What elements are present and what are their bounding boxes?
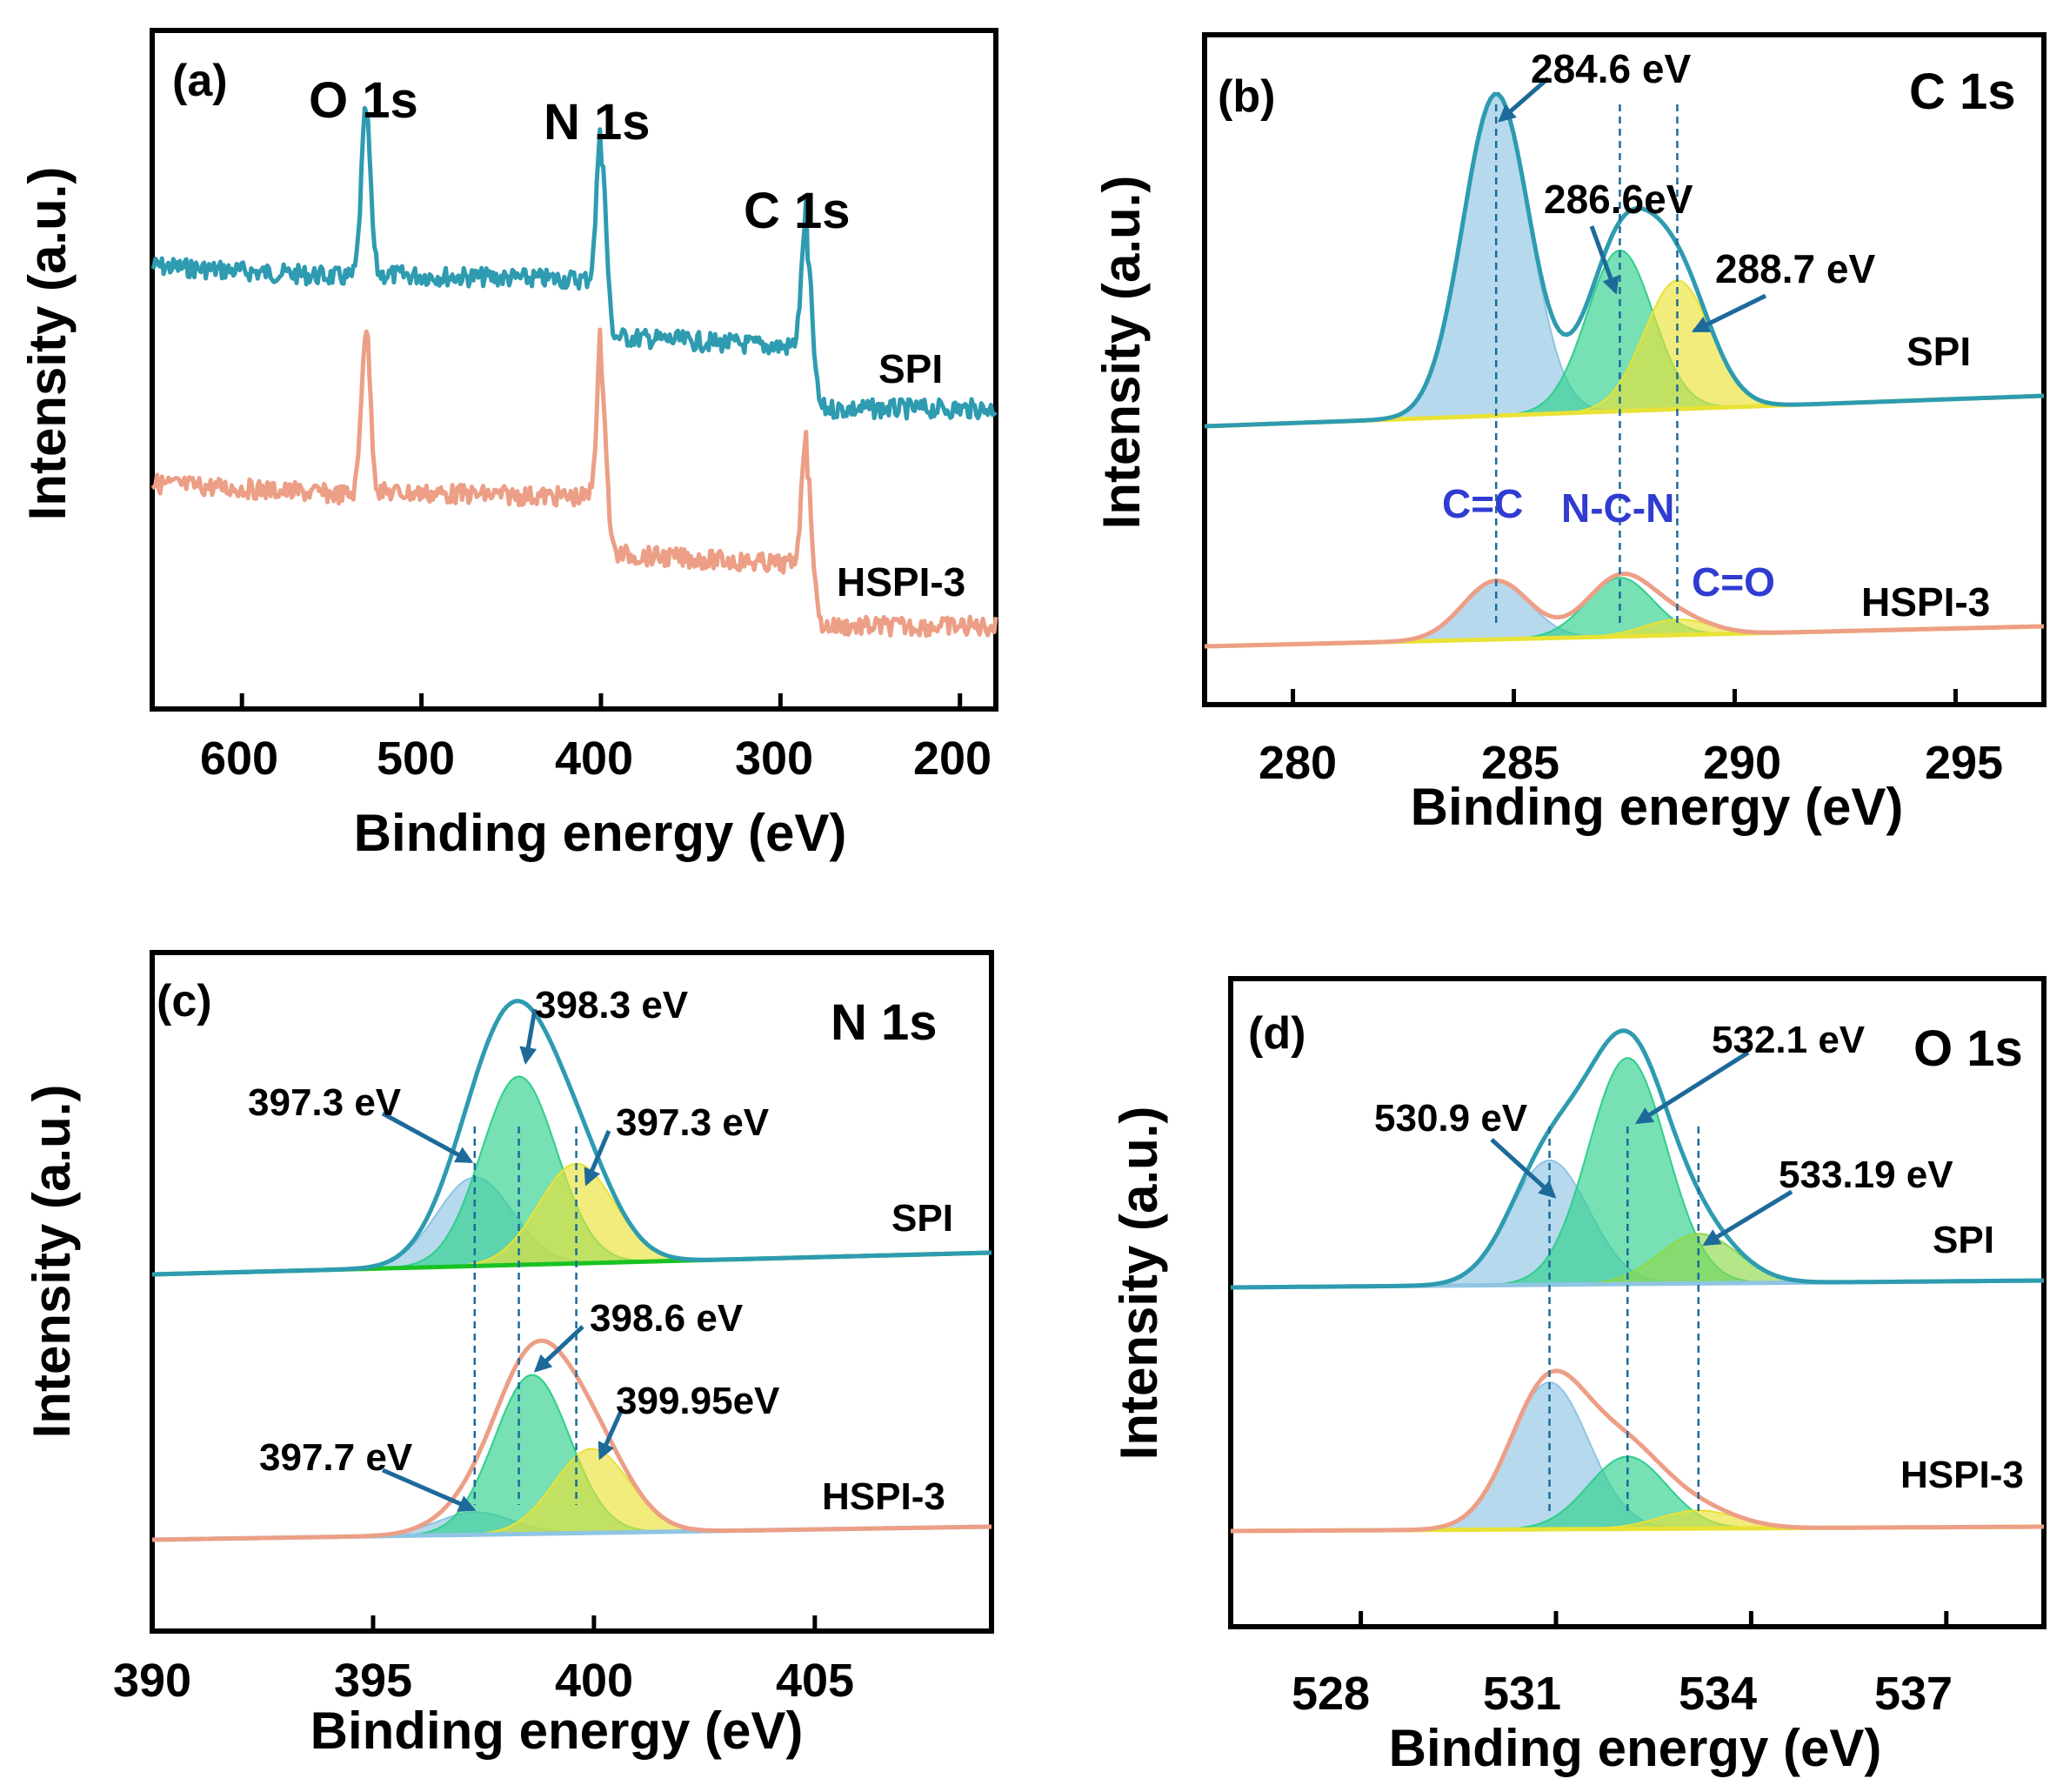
panel-b-xticks: 280 285 290 295 [1259,737,2003,789]
panel-d-legend-spi: SPI [1933,1219,1994,1261]
panel-a-xtick: 300 [735,732,813,785]
panel-c-marks [150,999,992,1631]
panel-d-xtick: 537 [1874,1668,1953,1720]
panel-d-legend-hspi: HSPI-3 [1900,1454,2024,1496]
envelope-line-SPI [151,999,992,1277]
panel-a-marks [150,105,998,709]
panel-b-bond-label: N-C-N [1561,485,1674,531]
panel-a-ylabel: Intensity (a.u.) [18,167,77,521]
peak-arrow [1691,293,1767,333]
panel-a-legend-hspi: HSPI-3 [837,559,965,605]
envelope-line-HSPI-3 [151,1338,992,1542]
peak-arrow [584,1130,611,1187]
peak-arrow [519,1008,538,1065]
panel-c-peak-label: 397.7 eV [259,1436,413,1479]
survey-line-HSPI-3 [150,327,998,639]
panel-d-frame [1228,976,2047,1629]
survey-line-SPI [150,105,998,421]
panel-b-peak-label: 284.6 eV [1531,46,1691,91]
peak-arrow [1634,1050,1750,1125]
peak-arrow [1490,1138,1557,1199]
panel-b-peak-label: 286.6eV [1544,177,1693,222]
panel-a-xtick: 500 [377,732,455,785]
panel-a-label: (a) [172,56,228,106]
panel-d-peak-label: 530.9 eV [1374,1097,1528,1140]
panel-b-label: (b) [1218,71,1275,122]
panel-c-label: (c) [157,976,212,1026]
envelope-line-HSPI-3 [1204,572,2045,649]
panel-a-xticks: 600 500 400 300 200 [200,732,992,785]
panel-c-xtick: 390 [113,1655,191,1707]
panel-b-marks [1204,77,2045,705]
panel-c-peak-label: 397.3 eV [616,1101,770,1144]
panel-c-frame [150,950,994,1634]
peak-arrow [598,1408,624,1461]
panel-b-legend-spi: SPI [1906,329,1971,374]
panel-a-legend-spi: SPI [878,346,943,391]
panel-a-xtick: 600 [200,732,278,785]
panel-c-title: N 1s [831,994,938,1051]
panel-d-peak-label: 532.1 eV [1712,1019,1866,1061]
panel-c-peak-label: 397.3 eV [248,1081,402,1124]
panel-b-xtick: 290 [1703,737,1781,789]
panel-b-xlabel: Binding energy (eV) [1411,778,1904,836]
panel-b-peak-label: 288.7 eV [1715,246,1875,291]
peak-arrow [381,1111,474,1164]
panel-c-xticks: 390 395 400 405 [113,1655,854,1707]
envelope-line-SPI [1204,91,2045,429]
panel-d-xticks: 528 531 534 537 [1292,1668,1953,1720]
panel-d-xtick: 528 [1292,1668,1370,1720]
panel-b-xtick: 295 [1925,737,2003,789]
panel-d: (d) O 1s 530.9 eV 532.1 eV 533.19 eV SPI… [1110,976,2047,1777]
panel-c-peak-label: 398.6 eV [590,1297,744,1340]
panel-d-xlabel: Binding energy (eV) [1389,1719,1882,1777]
panel-b-xtick: 280 [1259,737,1337,789]
panel-d-xtick: 534 [1679,1668,1757,1720]
panel-c-xtick: 395 [334,1655,412,1707]
panel-b-xtick: 285 [1481,737,1559,789]
panel-d-peak-label: 533.19 eV [1779,1153,1953,1196]
envelope-line-HSPI-3 [1231,1368,2044,1534]
envelope-line-SPI [1231,1028,2044,1290]
panel-c-legend-hspi: HSPI-3 [822,1475,945,1518]
panel-b-legend-hspi: HSPI-3 [1861,579,1990,625]
peak-arrow [1589,225,1619,295]
panel-d-label: (d) [1248,1008,1305,1059]
panel-a: (a) O 1s N 1s C 1s SPI HSPI-3 600 500 40… [18,28,998,862]
panel-a-xtick: 200 [913,732,992,785]
panel-c-peak-label: 399.95eV [616,1380,780,1422]
peak-arrow [382,1468,477,1512]
peak-arrow [1498,77,1550,123]
panel-c-xtick: 400 [555,1655,633,1707]
panel-b: (b) C 1s 284.6 eV 286.6eV 288.7 eV C=C N… [1092,32,2047,836]
peak-arrow [533,1325,584,1373]
panel-d-title: O 1s [1913,1020,2023,1077]
panel-a-xlabel: Binding energy (eV) [354,804,847,862]
panel-a-annot-o1s: O 1s [309,72,418,129]
panel-c-peak-label: 398.3 eV [535,984,689,1026]
panel-a-xtick: 400 [555,732,633,785]
panel-a-frame [150,28,998,712]
panel-b-title: C 1s [1909,64,2016,120]
panel-d-ylabel: Intensity (a.u.) [1110,1107,1168,1461]
panel-b-frame [1202,32,2047,707]
peak-arrow [1702,1189,1793,1247]
panel-d-marks [1230,1028,2045,1627]
panel-b-bond-label: C=C [1442,481,1523,526]
panel-d-xtick: 531 [1483,1668,1561,1720]
panel-c-legend-spi: SPI [891,1197,953,1240]
panel-a-annot-n1s: N 1s [544,94,651,150]
panel-b-ylabel: Intensity (a.u.) [1092,176,1151,530]
panel-c-xtick: 405 [776,1655,854,1707]
panel-c: (c) N 1s 397.3 eV 398.3 eV 397.3 eV 398.… [23,950,994,1760]
panel-a-annot-c1s: C 1s [744,183,851,239]
panel-b-bond-label: C=O [1692,559,1775,605]
panel-c-ylabel: Intensity (a.u.) [23,1085,81,1439]
panel-c-xlabel: Binding energy (eV) [310,1702,804,1760]
